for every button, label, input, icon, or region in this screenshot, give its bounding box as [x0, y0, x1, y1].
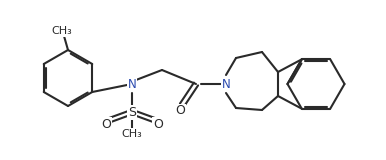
Text: O: O	[153, 117, 163, 131]
Text: N: N	[222, 77, 230, 91]
Text: O: O	[101, 117, 111, 131]
Text: CH₃: CH₃	[122, 129, 142, 139]
Text: O: O	[175, 104, 185, 117]
Text: N: N	[128, 77, 136, 91]
Text: CH₃: CH₃	[52, 26, 73, 36]
Text: S: S	[128, 105, 136, 119]
